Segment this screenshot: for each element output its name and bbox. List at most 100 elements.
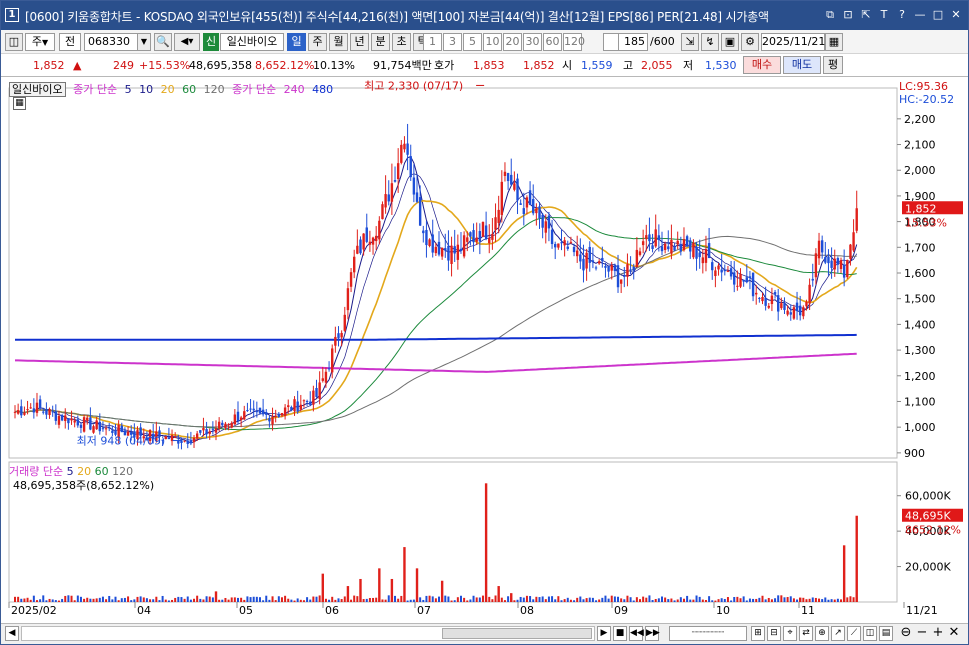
volume-spike [440,580,444,602]
layout-icon[interactable]: ◫ [5,33,23,51]
candle-body [597,261,601,264]
interval-button-4[interactable]: 20 [503,33,522,51]
candle-body [38,399,42,408]
window-button-3[interactable]: T [880,8,888,21]
interval-button-2[interactable]: 5 [463,33,482,51]
zoom-icon[interactable]: ⇲ [681,33,699,51]
gear-icon[interactable]: ⚙ [741,33,759,51]
candle-body [409,156,412,178]
legend-stock-name[interactable]: 일신바이오 [9,82,66,97]
zoom-slider[interactable]: ┈┈┈┈┈┈ [669,626,747,641]
interval-button-5[interactable]: 30 [523,33,542,51]
interval-button-1[interactable]: 3 [443,33,462,51]
fast-forward-icon[interactable]: ▶▶ [645,626,660,641]
window-button-6[interactable]: □ [932,8,944,21]
sell-button[interactable]: 매도 [783,56,821,74]
volume-bar [770,599,773,602]
window-button-7[interactable]: ✕ [951,8,961,21]
period-tab-5[interactable]: 초 [392,33,411,51]
volume-bar [755,598,758,602]
volume-bar [381,599,384,602]
scroll-thumb[interactable] [442,628,592,639]
legend-ma-label-b: 종가 단순 [232,83,277,96]
plus-icon[interactable]: + [932,625,944,640]
horizontal-scrollbar[interactable] [21,626,595,641]
tool-icon-8[interactable]: ◫ [863,626,877,641]
window-button-1[interactable]: ⊡ [843,8,853,21]
minus-icon[interactable]: − [916,625,928,640]
volume-bar [45,600,48,602]
tool-icon-3[interactable]: ⌖ [783,626,797,641]
volume-bar [623,599,626,602]
stock-name[interactable]: 일신바이오 [220,33,284,51]
tool-icon-7[interactable]: ⟋ [847,626,861,641]
search-icon[interactable]: 🔍 [154,33,172,51]
interval-button-7[interactable]: 120 [563,33,585,51]
volume-bar [290,599,293,602]
window-buttons: ⧉ ⊡ ⇱ T? — □ ✕ [822,7,964,23]
volume-bar [849,596,852,602]
period-tab-3[interactable]: 년 [350,33,369,51]
window-button-4[interactable]: ? [899,8,905,21]
chart-canvas[interactable]: 2,200 2,100 2,000 1,900 1,800 1,700 1,600 1,500… [1,78,968,624]
count-input[interactable]: 185 [618,33,648,51]
scroll-right-icon[interactable]: ▶ [597,626,611,641]
grid-icon[interactable]: ▦ [13,97,26,110]
volume-bar [604,595,607,602]
period-tab-1[interactable]: 주 [308,33,327,51]
chart-area[interactable]: 2,200 2,100 2,000 1,900 1,800 1,700 1,600 1,500… [1,78,968,624]
candle-body [657,235,661,240]
close-icon[interactable]: ✕ [948,625,960,640]
interval-button-6[interactable]: 60 [543,33,562,51]
indicator-icon[interactable]: ↯ [701,33,719,51]
save-icon[interactable]: ▣ [721,33,739,51]
candle-body [384,194,387,208]
tool-icon-4[interactable]: ⇄ [799,626,813,641]
candle-body [130,432,133,435]
window-button-5[interactable]: — [914,8,926,21]
zoom-out-icon[interactable]: ⊖ [900,625,912,640]
candle-body [82,417,86,432]
calendar-icon[interactable]: ▦ [825,33,843,51]
rewind-icon[interactable]: ◀◀ [629,626,644,641]
candle-body [566,246,569,249]
period-tab-4[interactable]: 분 [371,33,390,51]
candle-body [98,421,101,432]
prev-button[interactable]: 전 [59,33,81,51]
window-button-0[interactable]: ⧉ [826,8,834,21]
tool-icon-1[interactable]: ⊞ [751,626,765,641]
speaker-icon[interactable]: ◀▾ [174,33,200,51]
period-unit-select[interactable]: 주▼ [25,33,55,51]
current-price: 1,852 [33,59,65,72]
candle-body [817,240,821,259]
eval-button[interactable]: 평 [823,56,843,74]
candle-body [563,240,566,246]
stop-icon[interactable]: ■ [613,626,627,641]
legend-vol-ma120: 120 [112,465,134,478]
buy-button[interactable]: 매수 [743,56,781,74]
stock-code-input[interactable]: 068330 [84,33,150,51]
tool-icon-5[interactable]: ⊕ [815,626,829,641]
tool-icon-6[interactable]: ↗ [831,626,845,641]
volume-bar [846,597,849,602]
period-tab-2[interactable]: 월 [329,33,348,51]
scroll-left-icon[interactable]: ◀ [5,626,19,641]
window-button-2[interactable]: ⇱ [861,8,871,21]
chevron-down-icon[interactable]: ▼ [137,33,151,51]
volume-bar [585,598,588,602]
window-title: [0600] 키움종합차트 - KOSDAQ 외국인보유[455(천)] 주식수… [25,10,769,24]
interval-button-3[interactable]: 10 [483,33,502,51]
volume-bar [255,596,258,602]
candle-body [271,416,274,425]
volume-bar [660,596,663,602]
price-tick-label: 2,000 [904,164,936,177]
tool-icon-9[interactable]: ▤ [879,626,893,641]
candle-body [139,427,142,436]
tool-icon-2[interactable]: ⊟ [767,626,781,641]
new-badge: 신 [203,33,219,51]
volume-bar [95,598,98,602]
date-input[interactable]: 2025/11/21 [761,33,825,51]
period-tab-0[interactable]: 일 [287,33,306,51]
candle-body [704,249,708,263]
interval-button-0[interactable]: 1 [423,33,442,51]
